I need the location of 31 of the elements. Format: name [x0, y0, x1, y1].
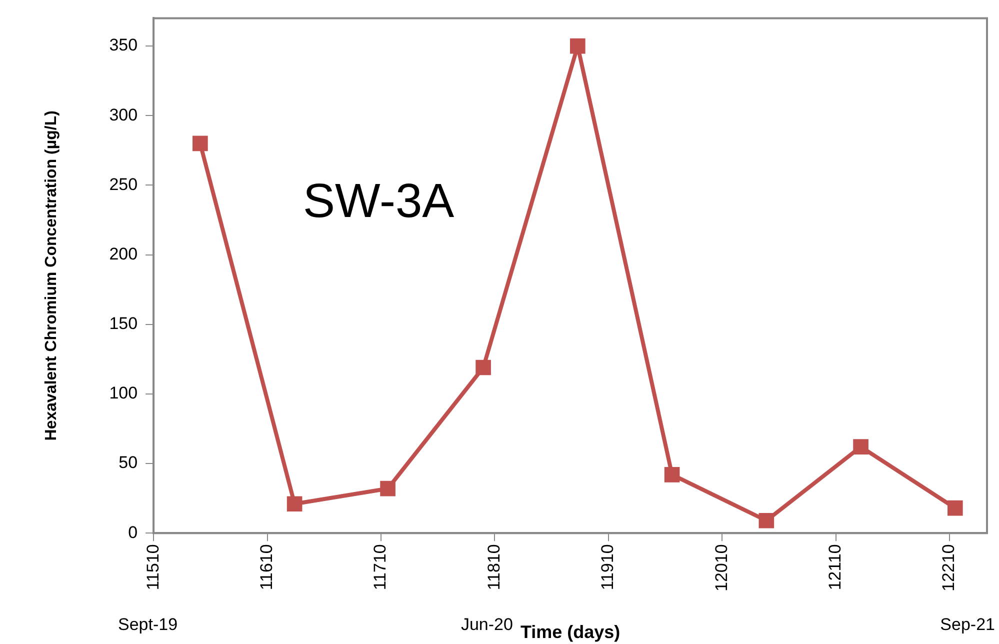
point — [192, 136, 208, 152]
y-tick-label: 350 — [109, 36, 138, 55]
y-tick-label: 200 — [109, 244, 138, 264]
x-tick-label: 12010 — [712, 544, 731, 592]
x-tick-label: 12110 — [825, 544, 844, 590]
x-tick-label: 11710 — [370, 544, 390, 590]
x-axis-title: Time (days) — [520, 622, 620, 642]
text: Jun-20 — [460, 615, 513, 634]
point — [664, 467, 680, 482]
text: Sep-21 — [940, 615, 995, 634]
y-tick-label: 250 — [109, 174, 138, 194]
x-tick-label: 11510 — [143, 544, 162, 590]
annotation: SW-3A — [303, 174, 454, 228]
point — [476, 360, 491, 376]
y-tick-label: 300 — [109, 105, 138, 124]
point — [948, 500, 963, 516]
point — [853, 439, 868, 454]
x-tick-label: 12210 — [939, 544, 958, 592]
point — [758, 512, 774, 528]
text: Sept-19 — [118, 615, 178, 634]
point — [570, 38, 586, 54]
y-tick-label: 100 — [109, 384, 138, 403]
x-tick-label: 11810 — [484, 544, 504, 590]
point — [286, 496, 302, 512]
y-axis-title: Hexavalent Chromium Concentration (µg/L) — [43, 110, 60, 441]
y-tick-label: 150 — [109, 314, 138, 334]
y-tick-label: 50 — [118, 453, 138, 472]
y-tick-label: 0 — [128, 522, 138, 542]
point — [380, 480, 396, 496]
x-tick-label: 11610 — [256, 544, 276, 590]
x-tick-label: 11910 — [598, 544, 618, 590]
